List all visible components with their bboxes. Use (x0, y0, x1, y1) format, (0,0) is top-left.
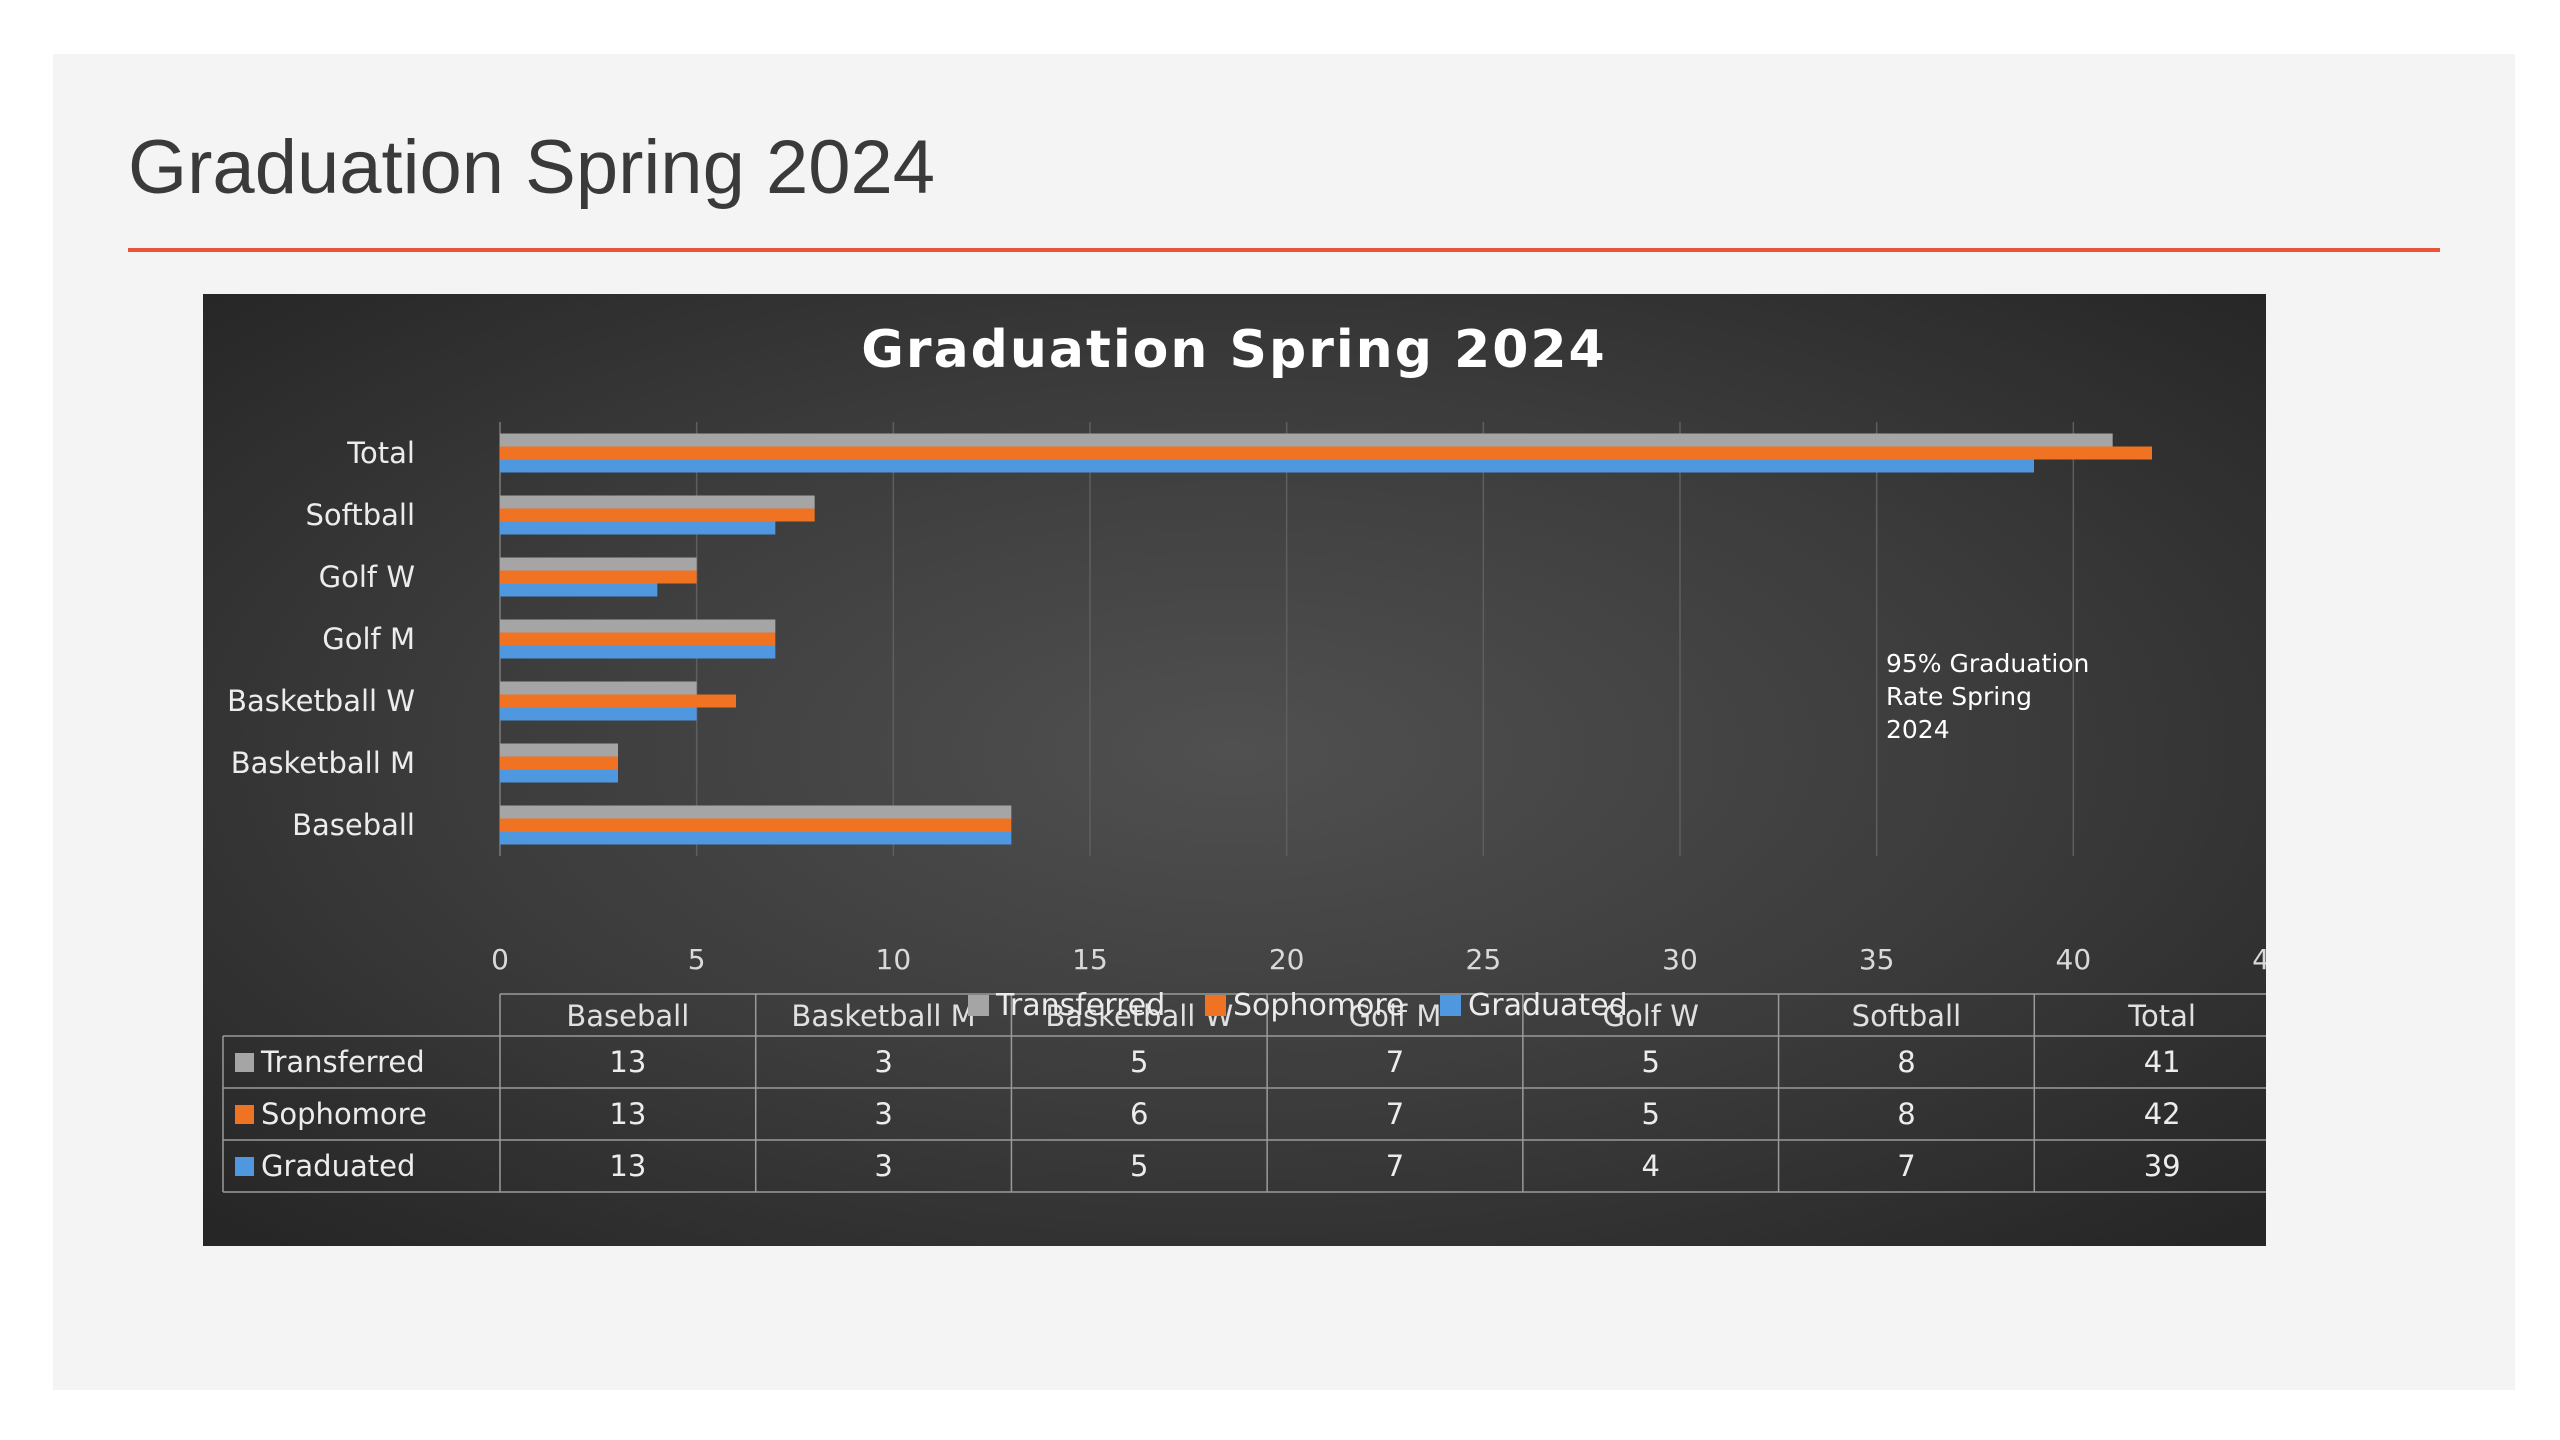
bar-graduated (500, 459, 2034, 473)
bar-graduated (500, 707, 697, 721)
x-tick-label: 35 (1859, 943, 1895, 976)
bar-sophomore (500, 632, 776, 646)
legend-swatch-graduated (1440, 995, 1461, 1016)
chart-panel[interactable]: 051015202530354045BaseballBasketball MBa… (203, 294, 2266, 1246)
table-cell: 5 (1641, 1045, 1659, 1079)
legend: Transferred Sophomore Graduated (968, 988, 1628, 1023)
table-header-cell: Basketball M (791, 999, 975, 1033)
bar-transferred (500, 433, 2113, 447)
table-cell: 5 (1130, 1045, 1148, 1079)
chart-annotation: 95% Graduation Rate Spring 2024 (1886, 649, 2089, 744)
x-tick-label: 40 (2056, 943, 2092, 976)
x-tick-label: 5 (688, 943, 706, 976)
x-tick-label: 0 (491, 943, 509, 976)
table-cell: 4 (1641, 1149, 1659, 1183)
table-cell: 39 (2144, 1149, 2181, 1183)
bar-sophomore (500, 694, 736, 708)
chart-title: Graduation Spring 2024 (861, 320, 1607, 380)
table-row-label: Graduated (261, 1149, 415, 1183)
table-cell: 13 (609, 1097, 646, 1131)
annotation-line: 95% Graduation (1886, 649, 2089, 678)
category-label: Golf M (322, 622, 415, 656)
slide: Graduation Spring 2024 0 5 10 15 20 25 30 35 40 4… (53, 54, 2515, 1390)
table-cell: 7 (1386, 1045, 1404, 1079)
table-cell: 8 (1897, 1045, 1915, 1079)
bars (500, 433, 2152, 845)
axis-labels: 0 5 10 15 20 25 30 35 40 45 Baseball Basketball M Ba… (227, 436, 2266, 976)
x-tick-label: 10 (876, 943, 912, 976)
table-header-cell: Softball (1852, 999, 1962, 1033)
x-tick-label: 15 (1072, 943, 1108, 976)
table-cell: 3 (874, 1045, 892, 1079)
annotation-line: Rate Spring (1886, 682, 2032, 711)
category-label: Softball (305, 498, 415, 532)
table-cell: 7 (1386, 1097, 1404, 1131)
legend-swatch-sophomore (1205, 995, 1226, 1016)
slide-title: Graduation Spring 2024 (128, 125, 936, 210)
bar-graduated (500, 521, 776, 535)
table-cell: 5 (1130, 1149, 1148, 1183)
table-header-cell: Golf M (1349, 999, 1442, 1033)
bar-transferred (500, 619, 776, 633)
category-label: Golf W (319, 560, 415, 594)
bar-transferred (500, 557, 697, 571)
category-label: Basketball M (231, 746, 415, 780)
table-cell: 8 (1897, 1097, 1915, 1131)
category-label: Baseball (292, 808, 415, 842)
x-tick-label: 30 (1662, 943, 1698, 976)
table-header-cell: Golf W (1603, 999, 1699, 1033)
legend-label-transferred: Transferred (995, 988, 1165, 1023)
table-cell: 3 (874, 1097, 892, 1131)
data-table: Baseball Basketball M Basketball W Golf M Go… (222, 993, 2266, 1193)
bar-graduated (500, 769, 618, 783)
x-tick-label: 25 (1466, 943, 1502, 976)
annotation-line: 2024 (1886, 715, 1950, 744)
bar-graduated (500, 645, 776, 659)
table-header-cell: Baseball (566, 999, 689, 1033)
bar-chart: 051015202530354045BaseballBasketball MBa… (222, 320, 2266, 1193)
bar-graduated (500, 583, 658, 597)
bar-sophomore (500, 818, 1012, 832)
table-row-label: Sophomore (261, 1097, 427, 1131)
legend-label-graduated: Graduated (1468, 988, 1628, 1023)
table-cell: 6 (1130, 1097, 1148, 1131)
legend-swatch-transferred (968, 995, 989, 1016)
bar-sophomore (500, 446, 2152, 460)
table-cell: 7 (1386, 1149, 1404, 1183)
table-cell: 5 (1641, 1097, 1659, 1131)
legend-key-graduated (235, 1157, 254, 1176)
bar-transferred (500, 805, 1012, 819)
bar-sophomore (500, 508, 815, 522)
table-cell: 7 (1897, 1149, 1915, 1183)
legend-key-transferred (235, 1053, 254, 1072)
legend-label-sophomore: Sophomore (1233, 988, 1405, 1023)
table-cell: 13 (609, 1045, 646, 1079)
table-cell: 3 (874, 1149, 892, 1183)
category-label: Total (346, 436, 415, 470)
legend-key-sophomore (235, 1105, 254, 1124)
x-tick-label: 20 (1269, 943, 1305, 976)
bar-transferred (500, 495, 815, 509)
table-row-label: Transferred (260, 1045, 425, 1079)
x-tick-label: 45 (2252, 943, 2266, 976)
bar-transferred (500, 743, 618, 757)
table-cell: 13 (609, 1149, 646, 1183)
title-divider (128, 248, 2440, 252)
bar-sophomore (500, 570, 697, 584)
table-cell: 41 (2144, 1045, 2181, 1079)
bar-transferred (500, 681, 697, 695)
table-cell: 42 (2144, 1097, 2181, 1131)
category-label: Basketball W (227, 684, 415, 718)
bar-graduated (500, 831, 1012, 845)
bar-sophomore (500, 756, 618, 770)
table-header-cell: Basketball W (1045, 999, 1233, 1033)
table-header-cell: Total (2127, 999, 2196, 1033)
